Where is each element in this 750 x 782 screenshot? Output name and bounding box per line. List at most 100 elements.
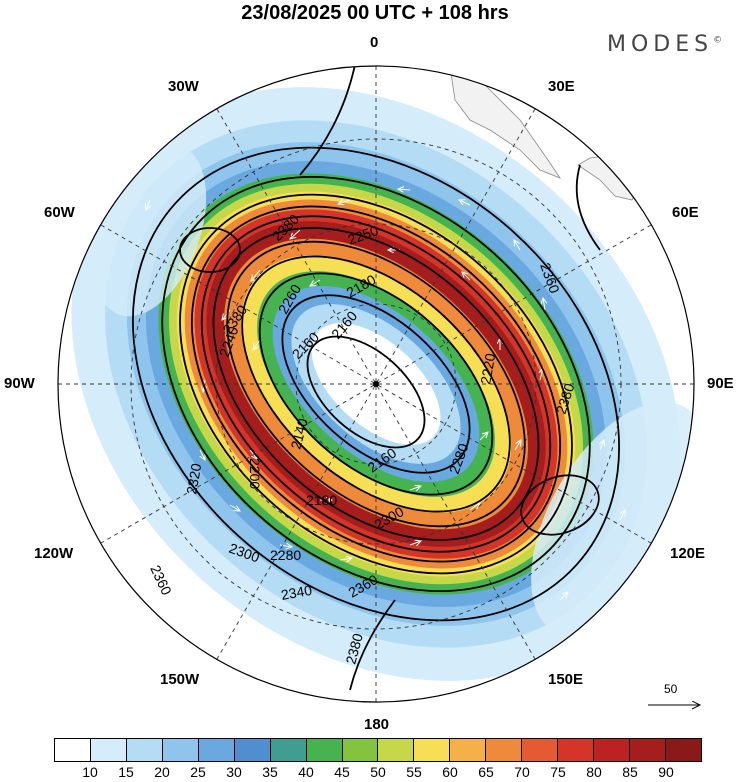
colorbar-label: 75 <box>550 764 566 780</box>
colorbar-cell <box>665 739 701 761</box>
colorbar-label: 45 <box>334 764 350 780</box>
wind-vector <box>619 510 625 521</box>
wind-vector <box>146 199 150 210</box>
longitude-label-0: 0 <box>370 34 379 51</box>
colorbar-labels: 10 15 20 25 30 35 40 45 50 55 60 65 70 75 80 85 90 <box>0 764 750 782</box>
contour-label: 2280 <box>270 547 301 563</box>
south-pole-marker <box>373 381 379 387</box>
graticule <box>58 66 694 702</box>
contour-label: 2200 <box>247 458 263 489</box>
contour-label: 2340 <box>280 582 314 603</box>
longitude-label-30e: 30E <box>548 78 575 95</box>
wind-vector <box>251 269 261 281</box>
wind-vector <box>200 449 205 460</box>
colorbar-label: 85 <box>622 764 638 780</box>
wind-vector <box>462 272 471 281</box>
wind-vector <box>469 503 480 511</box>
colorbar-cell <box>342 739 379 761</box>
wind-vector <box>559 592 568 601</box>
contour-line <box>200 215 552 553</box>
colorbar-label: 55 <box>406 764 422 780</box>
colorbar-label: 70 <box>514 764 530 780</box>
wind-vector <box>338 200 351 204</box>
meridian <box>216 108 536 660</box>
contour-line <box>281 294 471 474</box>
contour-line <box>179 193 573 575</box>
wind-vector <box>600 440 604 451</box>
contour-line <box>226 240 526 528</box>
colorbar-cell <box>414 739 451 761</box>
colorbar-cell <box>594 739 630 761</box>
colorbar-label: 40 <box>298 764 314 780</box>
longitude-label-30w: 30W <box>168 78 199 95</box>
colorbar-cell <box>55 739 91 761</box>
colorbar-cell <box>306 739 343 761</box>
longitude-label-120w: 120W <box>34 545 74 562</box>
contour-line <box>241 255 511 513</box>
colorbar-label: 90 <box>658 764 674 780</box>
colorbar-cell <box>126 739 163 761</box>
colorbar-cell <box>450 739 487 761</box>
colorbar-label: 80 <box>586 764 602 780</box>
contour-line <box>575 164 601 251</box>
contour-label: 2140 <box>287 416 311 450</box>
colorbar-label: 15 <box>118 764 134 780</box>
contour-line <box>520 474 600 536</box>
contour-line <box>179 227 241 273</box>
contour-label: 2220 <box>477 352 498 386</box>
contour-line <box>190 205 562 563</box>
colorbar-cell <box>630 739 666 761</box>
longitude-label-150w: 150W <box>160 671 200 688</box>
contour-label: 2320 <box>183 462 204 496</box>
meridian <box>100 224 652 544</box>
longitude-label-60w: 60W <box>44 204 75 221</box>
contour-line <box>306 335 426 449</box>
colorbar-label: 60 <box>442 764 458 780</box>
wind-speed-shading <box>71 87 681 681</box>
longitude-label-180: 180 <box>364 716 390 733</box>
wind-vector <box>310 279 321 286</box>
colorbar-cell <box>90 739 127 761</box>
wind-vector <box>514 440 521 451</box>
longitude-label-150e: 150E <box>548 671 584 688</box>
brand-mark: © <box>713 35 723 46</box>
colorbar-label: 30 <box>226 764 242 780</box>
wind-vector <box>543 298 545 311</box>
colorbar <box>54 738 702 762</box>
colorbar-cell <box>270 739 307 761</box>
contour-line <box>349 599 396 691</box>
colorbar-label: 65 <box>478 764 494 780</box>
contour-line <box>161 175 591 593</box>
longitude-label-60e: 60E <box>672 204 699 221</box>
contour-label: 2180 <box>306 492 337 508</box>
contour-line <box>299 66 357 176</box>
colorbar-cell <box>558 739 595 761</box>
contour-label: 2380 <box>342 631 366 665</box>
colorbar-label: 10 <box>82 764 98 780</box>
colorbar-label: 35 <box>262 764 278 780</box>
polar-map: 2380 2380 2380 2360 2360 2360 2340 2320 … <box>57 65 750 735</box>
wind-vector <box>290 229 301 239</box>
colorbar-cell <box>162 739 199 761</box>
brand-logo: MODES© <box>607 32 722 57</box>
latitude-circle <box>215 223 537 545</box>
meridian <box>216 108 536 660</box>
map-title: 23/08/2025 00 UTC + 108 hrs <box>241 2 509 24</box>
wind-vector <box>398 189 411 190</box>
colorbar-cell <box>522 739 559 761</box>
colorbar-cell <box>234 739 271 761</box>
map-boundary <box>57 65 695 703</box>
wind-vector <box>514 240 521 251</box>
contour-line <box>212 227 540 541</box>
height-contours <box>132 66 620 691</box>
colorbar-label: 20 <box>154 764 170 780</box>
contour-line <box>132 146 620 622</box>
wind-vectors <box>146 189 625 601</box>
africa-landmass <box>449 66 562 179</box>
contour-line <box>258 272 494 496</box>
longitude-label-90w: 90W <box>4 375 35 392</box>
wind-vector <box>339 558 352 560</box>
wind-vector <box>479 432 488 441</box>
wind-vector <box>229 504 240 511</box>
meridian <box>100 224 652 544</box>
